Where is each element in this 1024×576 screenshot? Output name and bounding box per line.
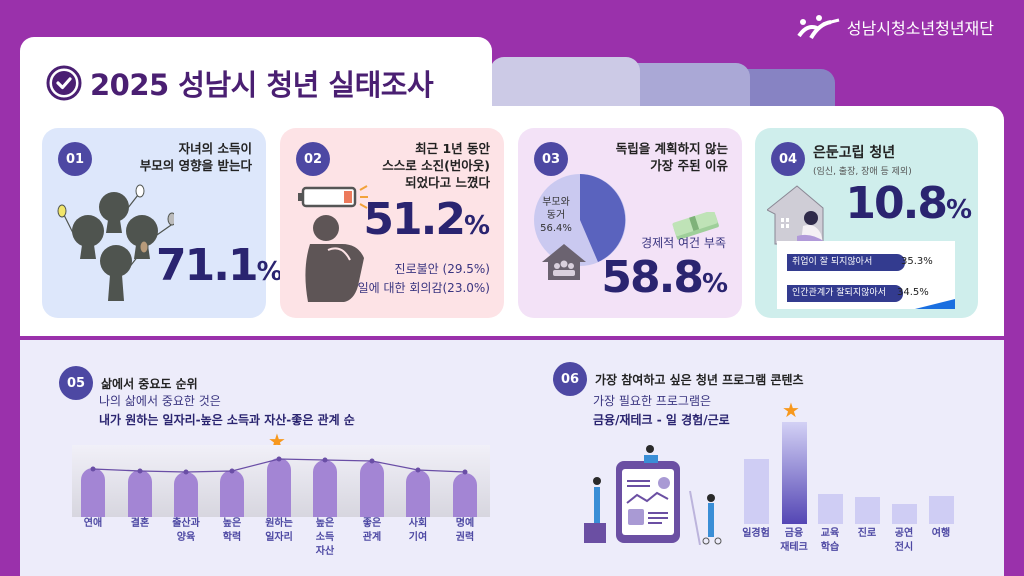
- card-number-badge: 03: [534, 142, 568, 176]
- section-number-badge: 06: [553, 362, 587, 396]
- chart-bar: [744, 459, 769, 524]
- stat-details: 진로불안 (29.5%) 일에 대한 회의감(23.0%): [357, 262, 490, 295]
- stat-card-income: 01 자녀의 소득이 부모의 영향을 받는다 71.1%: [42, 128, 283, 318]
- chart-label: 출산과 양육: [172, 518, 200, 543]
- chart-label: 원하는 일자리: [265, 518, 293, 543]
- org-logo: 성남시청소년청년재단: [797, 14, 994, 40]
- stat-value: 51.2%: [363, 194, 490, 245]
- section-number-badge: 05: [59, 366, 93, 400]
- card-heading: 최근 1년 동안 스스로 소진(번아웃) 되었다고 느꼈다: [382, 141, 490, 190]
- chart-label: 교육 학습: [820, 528, 840, 553]
- low-battery-icon: [298, 185, 368, 209]
- chart-bar: [267, 458, 291, 517]
- chart-bar: [818, 494, 843, 524]
- section-06-header: 06 가장 참여하고 싶은 청년 프로그램 콘텐츠: [553, 362, 804, 396]
- chart-label: 사회 기여: [408, 518, 428, 543]
- stat-value: 71.1%: [156, 240, 283, 291]
- reason-value: 35.3%: [901, 256, 933, 267]
- stat-card-independence: 03 독립을 계획하지 않는 가장 주된 이유 부모와 동거 56.4% 경제적…: [518, 128, 742, 318]
- chart-bar: [128, 470, 152, 517]
- house-family-icon: [542, 244, 586, 280]
- importance-chart: [72, 445, 490, 517]
- chart-label: 공연 전시: [894, 528, 914, 553]
- money-stack-icon: [672, 212, 719, 240]
- chart-label: 연애: [83, 518, 103, 529]
- card-number-badge: 04: [771, 142, 805, 176]
- chart-label: 진로: [857, 528, 877, 539]
- chart-label: 높은 학력: [222, 518, 242, 543]
- reason-bar: 취업이 잘 되지않아서: [787, 254, 905, 271]
- people-with-signs-illustration: [57, 184, 174, 301]
- reason-label: 경제적 여건 부족: [641, 236, 726, 250]
- card-number-badge: 01: [58, 142, 92, 176]
- check-circle-icon: [46, 65, 82, 101]
- chart-bar: [892, 504, 917, 524]
- section-06-summary: 가장 필요한 프로그램은 금융/재테크 - 일 경험/근로: [593, 394, 730, 427]
- star-icon: ★: [782, 398, 800, 422]
- chart-bar: [453, 473, 477, 517]
- reason-bar: 인간관계가 잘되지않아서: [787, 285, 903, 302]
- sad-sitting-person-icon: [305, 215, 364, 302]
- org-logo-text: 성남시청소년청년재단: [846, 19, 994, 38]
- chart-bar: [929, 496, 954, 524]
- chart-bar-highlight: [782, 422, 807, 524]
- section-05-header: 05 삶에서 중요도 순위: [59, 366, 198, 400]
- chart-label: 일경험: [742, 528, 770, 539]
- chart-bar: [855, 497, 880, 524]
- runners-logo-icon: [797, 15, 840, 40]
- chart-bar: [220, 470, 244, 517]
- chart-bar: [81, 468, 105, 517]
- stat-card-burnout: 02 최근 1년 동안 스스로 소진(번아웃) 되었다고 느꼈다 51.2% 진…: [280, 128, 504, 318]
- chart-bar: [174, 472, 198, 517]
- chart-bar: [406, 470, 430, 517]
- section-title: 삶에서 중요도 순위: [101, 376, 198, 391]
- chart-label: 좋은 관계: [362, 518, 382, 543]
- trend-line: [90, 456, 468, 475]
- section-05-summary: 나의 삶에서 중요한 것은 내가 원하는 일자리-높은 소득과 자산-좋은 관계…: [99, 394, 355, 427]
- corner-accent: [915, 299, 955, 309]
- card-heading: 독립을 계획하지 않는 가장 주된 이유: [615, 141, 728, 173]
- page-title: 2025 성남시 청년 실태조사: [46, 62, 434, 104]
- chart-label: 높은 소득 자산: [315, 518, 335, 557]
- section-title: 가장 참여하고 싶은 청년 프로그램 콘텐츠: [595, 372, 804, 387]
- chart-label: 결혼: [130, 518, 150, 529]
- pie-label: 부모와 동거 56.4%: [540, 197, 572, 234]
- program-tablet-illustration: [584, 445, 722, 545]
- reason-value: 34.5%: [897, 287, 929, 298]
- stat-value: 10.8%: [845, 178, 972, 229]
- card-number-badge: 02: [296, 142, 330, 176]
- stat-card-isolation: 04 은둔고립 청년 (임신, 출장, 장애 등 제외) 10.8% 취업이 잘…: [755, 128, 978, 318]
- chart-label: 여행: [931, 528, 951, 539]
- chart-label: 금융 재테크: [780, 528, 808, 553]
- chart-bar: [360, 461, 384, 517]
- stat-value: 58.8%: [601, 252, 728, 303]
- card-heading: 은둔고립 청년 (임신, 출장, 장애 등 제외): [813, 145, 912, 177]
- card-heading: 자녀의 소득이 부모의 영향을 받는다: [139, 141, 252, 173]
- pie-chart: [534, 174, 626, 266]
- title-tab: [20, 37, 492, 127]
- isolation-reasons: 취업이 잘 되지않아서 35.3% 인간관계가 잘되지않아서 34.5%: [777, 241, 955, 309]
- house-isolated-person-illustration: [767, 185, 825, 245]
- chart-label: 명예 권력: [455, 518, 475, 543]
- chart-bar: [313, 460, 337, 517]
